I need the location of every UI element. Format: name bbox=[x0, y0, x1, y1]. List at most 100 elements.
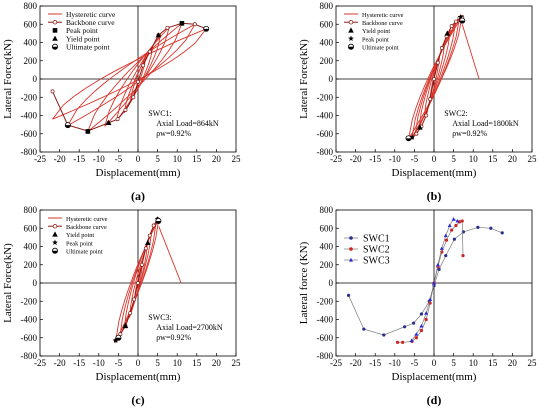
legend-swatch-star bbox=[348, 35, 354, 41]
y-tick-label: 200 bbox=[320, 260, 334, 270]
ultimate-point-fill bbox=[459, 20, 465, 24]
annotation-title: SWC3: bbox=[148, 313, 172, 322]
legend-label: Backbone curve bbox=[362, 20, 403, 27]
plot-c bbox=[112, 216, 182, 343]
backbone-point bbox=[435, 60, 440, 65]
series-point-swc2 bbox=[450, 228, 454, 232]
series-point-swc3 bbox=[455, 218, 460, 223]
y-tick-label: 0 bbox=[33, 74, 38, 84]
y-tick-label: 200 bbox=[24, 56, 38, 66]
x-tick-label: -20 bbox=[350, 154, 362, 164]
y-tick-label: -800 bbox=[317, 351, 334, 361]
series-point-swc3 bbox=[447, 223, 452, 228]
legend-swatch-marker bbox=[349, 236, 353, 240]
y-tick-label: 200 bbox=[24, 260, 38, 270]
ultimate-point-fill bbox=[155, 220, 161, 224]
annotation-title: SWC1: bbox=[148, 109, 172, 118]
axes-c: -25 -20 -15 -10 -5 0 5 10 15 20 25 -800 -600 -400 -200… bbox=[2, 205, 241, 383]
backbone-point bbox=[115, 117, 120, 122]
legend-label: Peak point bbox=[66, 240, 93, 247]
x-tick-label: -15 bbox=[369, 358, 381, 368]
legend-swatch-halfcircle-fill bbox=[52, 250, 58, 254]
hysteretic-loop bbox=[115, 34, 162, 122]
backbone-point bbox=[165, 25, 170, 30]
series-point-swc3 bbox=[439, 246, 444, 250]
series-point-swc3 bbox=[424, 311, 429, 315]
ultimate-point-fill bbox=[203, 28, 209, 32]
legend-swatch-triangle bbox=[348, 27, 354, 33]
backbone-point bbox=[414, 131, 419, 136]
annotation-axial-load: Axial Load=1800kN bbox=[452, 119, 519, 128]
y-tick-label: 600 bbox=[320, 223, 334, 233]
backbone-point bbox=[432, 77, 436, 81]
legend-label: Backbone curve bbox=[66, 18, 115, 27]
yield-point bbox=[417, 124, 423, 130]
x-tick-label: 0 bbox=[432, 358, 437, 368]
x-tick-label: 15 bbox=[192, 154, 202, 164]
series-line-swc3 bbox=[411, 218, 458, 341]
x-tick-label: -15 bbox=[369, 154, 381, 164]
backbone-point bbox=[132, 297, 137, 302]
x-tick-label: -25 bbox=[330, 358, 342, 368]
x-tick-label: 15 bbox=[488, 154, 498, 164]
series-point-swc1 bbox=[382, 333, 386, 337]
caption-a: (a) bbox=[131, 189, 145, 203]
legend-swatch-backbone-point bbox=[52, 224, 58, 229]
caption-b: (b) bbox=[427, 189, 442, 203]
plot-b bbox=[405, 13, 480, 142]
x-tick-label: -25 bbox=[34, 154, 46, 164]
legend-label: Ultimate point bbox=[66, 249, 103, 256]
y-axis-label: Lateral force (KN) bbox=[298, 241, 310, 324]
annotation-axial-load: Axial Load=864kN bbox=[156, 119, 219, 128]
series-point-swc1 bbox=[412, 321, 416, 325]
x-tick-label: 10 bbox=[173, 358, 183, 368]
caption-d: (d) bbox=[427, 393, 442, 407]
series-point-swc3 bbox=[419, 323, 424, 328]
y-tick-label: 800 bbox=[24, 205, 38, 215]
y-tick-label: -600 bbox=[21, 333, 38, 343]
legend-label: Yield point bbox=[362, 28, 390, 35]
legend-swatch-marker bbox=[349, 257, 353, 262]
x-tick-label: -20 bbox=[54, 358, 66, 368]
y-tick-label: 400 bbox=[24, 242, 38, 252]
legend-label: Yield point bbox=[66, 34, 100, 43]
y-tick-label: 600 bbox=[24, 19, 38, 29]
plot-d bbox=[346, 217, 504, 344]
x-tick-label: 0 bbox=[136, 358, 141, 368]
legend-swatch-marker bbox=[349, 247, 353, 251]
backbone-point bbox=[128, 311, 133, 316]
y-tick-label: -800 bbox=[317, 147, 334, 157]
series-point-swc2 bbox=[461, 254, 465, 258]
x-tick-label: -25 bbox=[330, 154, 342, 164]
legend-label: Peak point bbox=[66, 26, 99, 35]
x-tick-label: 10 bbox=[173, 154, 183, 164]
series-point-swc3 bbox=[443, 233, 448, 238]
legend-label: Peak point bbox=[362, 36, 389, 43]
x-axis-label: Displacement(mm) bbox=[392, 167, 477, 179]
y-tick-label: -600 bbox=[317, 129, 334, 139]
legend-swatch-triangle bbox=[52, 35, 58, 41]
legend-swatch-star bbox=[52, 239, 58, 245]
legend-swatch-backbone-point bbox=[348, 20, 354, 25]
peak-point bbox=[85, 129, 91, 134]
legend-label: Ultimate point bbox=[362, 45, 399, 52]
x-tick-label: -15 bbox=[73, 358, 85, 368]
x-tick-label: 20 bbox=[508, 154, 518, 164]
x-tick-label: 0 bbox=[136, 154, 141, 164]
y-tick-label: -800 bbox=[21, 351, 38, 361]
y-tick-label: 800 bbox=[24, 1, 38, 11]
series-point-swc3 bbox=[451, 217, 456, 221]
y-tick-label: -600 bbox=[317, 333, 334, 343]
x-tick-label: -25 bbox=[34, 358, 46, 368]
peak-point bbox=[112, 337, 119, 343]
axes-a: -25 -20 -15 -10 -5 0 5 10 15 20 25 -800 -600 -400 -200… bbox=[2, 1, 241, 179]
annotation-ratio: ρw=0.92% bbox=[156, 333, 191, 342]
series-point-swc1 bbox=[362, 327, 366, 331]
series-point-swc1 bbox=[500, 231, 504, 235]
legend-label: Hysteretic curve bbox=[66, 10, 116, 19]
